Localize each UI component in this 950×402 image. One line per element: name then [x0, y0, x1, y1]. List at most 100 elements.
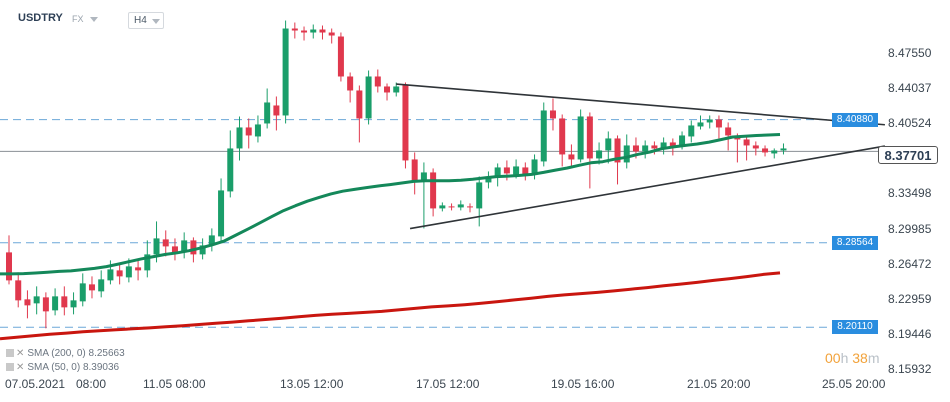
candle-body: [264, 102, 271, 124]
x-tick-label: 07.05.2021: [5, 377, 66, 391]
candle-body: [780, 148, 787, 151]
candle-body: [467, 206, 473, 208]
y-tick-label: 8.26472: [888, 256, 932, 271]
candle-body: [420, 172, 427, 182]
y-tick-label: 8.19446: [888, 326, 932, 341]
x-tick-label: 19.05 16:00: [551, 377, 615, 391]
candle-body: [632, 145, 639, 152]
y-tick-label: 8.40524: [888, 116, 932, 131]
countdown-minutes-unit: m: [867, 350, 880, 366]
trendline-upper: [396, 83, 885, 126]
candle-body: [771, 150, 778, 154]
x-tick-label: 11.05 08:00: [143, 377, 206, 391]
legend-sma50-label: SMA (50, 0) 8.39036: [27, 362, 120, 373]
candle-body: [236, 127, 243, 149]
candle-body: [144, 254, 151, 271]
candle-body: [116, 270, 123, 277]
legend-swatch-icon: [6, 363, 14, 371]
candle-body: [651, 145, 658, 149]
symbol-label[interactable]: USDTRY: [18, 12, 63, 24]
trendline-lower: [409, 145, 886, 230]
candle-body: [752, 145, 759, 149]
current-price-tag: 8.37701: [878, 146, 938, 164]
candle-body: [688, 125, 695, 137]
candle-body: [660, 142, 667, 150]
candle-body: [402, 84, 409, 161]
candle-body: [374, 76, 381, 87]
close-icon[interactable]: ✕: [16, 362, 25, 373]
candle-body: [642, 145, 649, 152]
candle-body: [42, 297, 49, 312]
candle-body: [356, 90, 363, 119]
candle-body: [291, 28, 298, 31]
x-tick-label: 08:00: [76, 377, 107, 391]
candle-body: [208, 235, 215, 246]
legend-sma200[interactable]: ✕ SMA (200, 0) 8.25663: [6, 348, 125, 359]
y-tick-label: 8.33498: [888, 186, 932, 201]
candle-body: [485, 176, 492, 183]
level-badge: 8.28564: [832, 235, 878, 250]
timeframe-select[interactable]: H4: [128, 12, 164, 29]
candle-body: [623, 145, 630, 163]
candle-body: [586, 116, 593, 159]
candle-body: [282, 28, 289, 116]
legend-sma50[interactable]: ✕ SMA (50, 0) 8.39036: [6, 362, 119, 373]
candle-body: [439, 205, 446, 209]
candle-body: [679, 135, 686, 146]
x-tick-label: 21.05 20:00: [687, 377, 751, 391]
candle-body: [79, 283, 86, 302]
candle-body: [669, 142, 676, 147]
candle-body: [384, 86, 391, 93]
candle-body: [725, 127, 732, 136]
candle-body: [522, 167, 529, 175]
candle-body: [135, 267, 142, 271]
candle-body: [614, 138, 621, 163]
candle-body: [762, 148, 769, 153]
chevron-down-icon: [152, 19, 160, 24]
x-tick-label: 17.05 12:00: [416, 377, 480, 391]
close-icon[interactable]: ✕: [16, 348, 25, 359]
candle-body: [153, 238, 160, 255]
legend-swatch-icon: [6, 349, 14, 357]
candle-body: [430, 172, 437, 209]
candle-body: [457, 204, 464, 208]
candle-body: [365, 76, 372, 119]
countdown-minutes: 38: [852, 350, 868, 366]
candle-body: [337, 36, 344, 77]
candle-body: [715, 119, 722, 128]
level-badge: 8.20110: [832, 320, 878, 335]
candle-body: [24, 299, 31, 306]
candle-body: [411, 159, 418, 181]
sma50-line: [0, 133, 781, 276]
candle-body: [605, 138, 612, 151]
candle-body: [199, 245, 206, 255]
candle-body: [181, 240, 188, 253]
y-tick-label: 8.44037: [888, 81, 932, 96]
candle-body: [347, 76, 354, 91]
timeframe-value: H4: [134, 15, 147, 26]
candle-body: [52, 296, 59, 311]
y-tick-label: 8.22959: [888, 291, 932, 306]
candle-body: [494, 167, 501, 178]
candle-body: [448, 206, 455, 208]
y-tick-label: 8.15932: [888, 362, 932, 376]
candle-body: [476, 182, 483, 209]
candle-body: [218, 190, 225, 237]
candle-body: [88, 284, 95, 291]
candle-body: [393, 86, 400, 93]
symbol-dropdown-chevron-icon[interactable]: [90, 17, 98, 22]
candle-body: [310, 29, 317, 33]
candle-body: [125, 266, 132, 278]
candle-body: [568, 154, 575, 160]
legend-sma200-label: SMA (200, 0) 8.25663: [27, 348, 125, 359]
candle-body: [171, 246, 178, 253]
candle-body: [245, 127, 252, 136]
candle-body: [301, 30, 308, 33]
y-tick-label: 8.47550: [888, 46, 932, 60]
candle-body: [61, 296, 68, 308]
y-tick-label: 8.29985: [888, 221, 932, 236]
market-label: FX: [72, 14, 84, 24]
x-tick-label: 13.05 12:00: [280, 377, 344, 391]
candle-body: [743, 139, 750, 146]
